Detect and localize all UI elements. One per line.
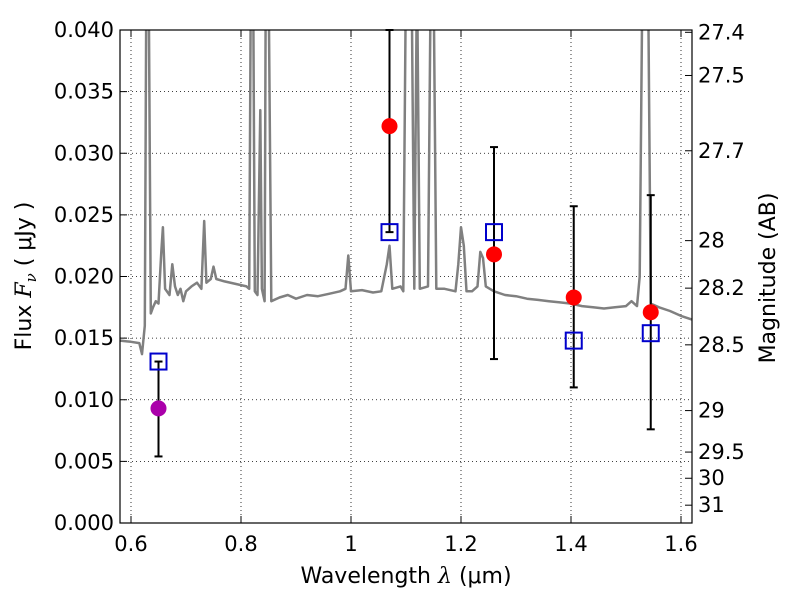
mag-tick-label: 29.5 xyxy=(698,440,745,464)
x-tick-label: 1.2 xyxy=(444,532,477,556)
y-tick-label: 0.000 xyxy=(54,511,114,535)
y-axis-label: Flux Fν ( μJy ) xyxy=(12,202,40,351)
model-square xyxy=(641,324,660,343)
x-tick-label: 0.8 xyxy=(224,532,257,556)
mag-tick-label: 30 xyxy=(698,466,725,490)
y-tick-label: 0.015 xyxy=(54,326,114,350)
series-layer xyxy=(120,30,692,356)
model-square xyxy=(564,331,583,350)
mag-tick-label: 31 xyxy=(698,493,725,517)
mag-tick-label: 28 xyxy=(698,229,725,253)
model-square xyxy=(149,352,168,371)
x-tick-label: 0.6 xyxy=(114,532,147,556)
y2-axis-label: Magnitude (AB) xyxy=(756,193,781,364)
y-tick-label: 0.030 xyxy=(54,141,114,165)
data-point xyxy=(381,118,398,135)
mag-tick-label: 28.5 xyxy=(698,333,745,357)
spectrum-line xyxy=(120,30,692,356)
data-point xyxy=(642,304,659,321)
model-square xyxy=(485,223,503,242)
mag-tick-label: 27.4 xyxy=(698,20,745,44)
ticks: 0.6 0.8 1 1.2 1.4 1.6 0.000 0.005 0.010 0.015 0.02… xyxy=(54,18,745,556)
x-tick-label: 1.4 xyxy=(554,532,587,556)
data-point xyxy=(486,246,502,263)
y-tick-label: 0.040 xyxy=(54,18,114,42)
y-tick-label: 0.025 xyxy=(54,203,114,227)
y-tick-label: 0.005 xyxy=(54,449,114,473)
y-tick-label: 0.020 xyxy=(54,265,114,289)
mag-tick-label: 27.7 xyxy=(698,139,745,163)
x-axis-label: Wavelength λ (μm) xyxy=(300,564,511,589)
markers xyxy=(149,118,660,417)
model-square xyxy=(380,223,399,242)
x-tick-label: 1.6 xyxy=(664,532,697,556)
data-point xyxy=(565,289,582,306)
mag-tick-label: 28.2 xyxy=(698,276,745,300)
x-tick-label: 1 xyxy=(344,532,357,556)
mag-tick-label: 27.5 xyxy=(698,63,745,87)
grid xyxy=(120,30,692,523)
y-tick-label: 0.035 xyxy=(54,80,114,104)
mag-tick-label: 29 xyxy=(698,399,725,423)
data-point xyxy=(150,400,167,417)
y-tick-label: 0.010 xyxy=(54,388,114,412)
